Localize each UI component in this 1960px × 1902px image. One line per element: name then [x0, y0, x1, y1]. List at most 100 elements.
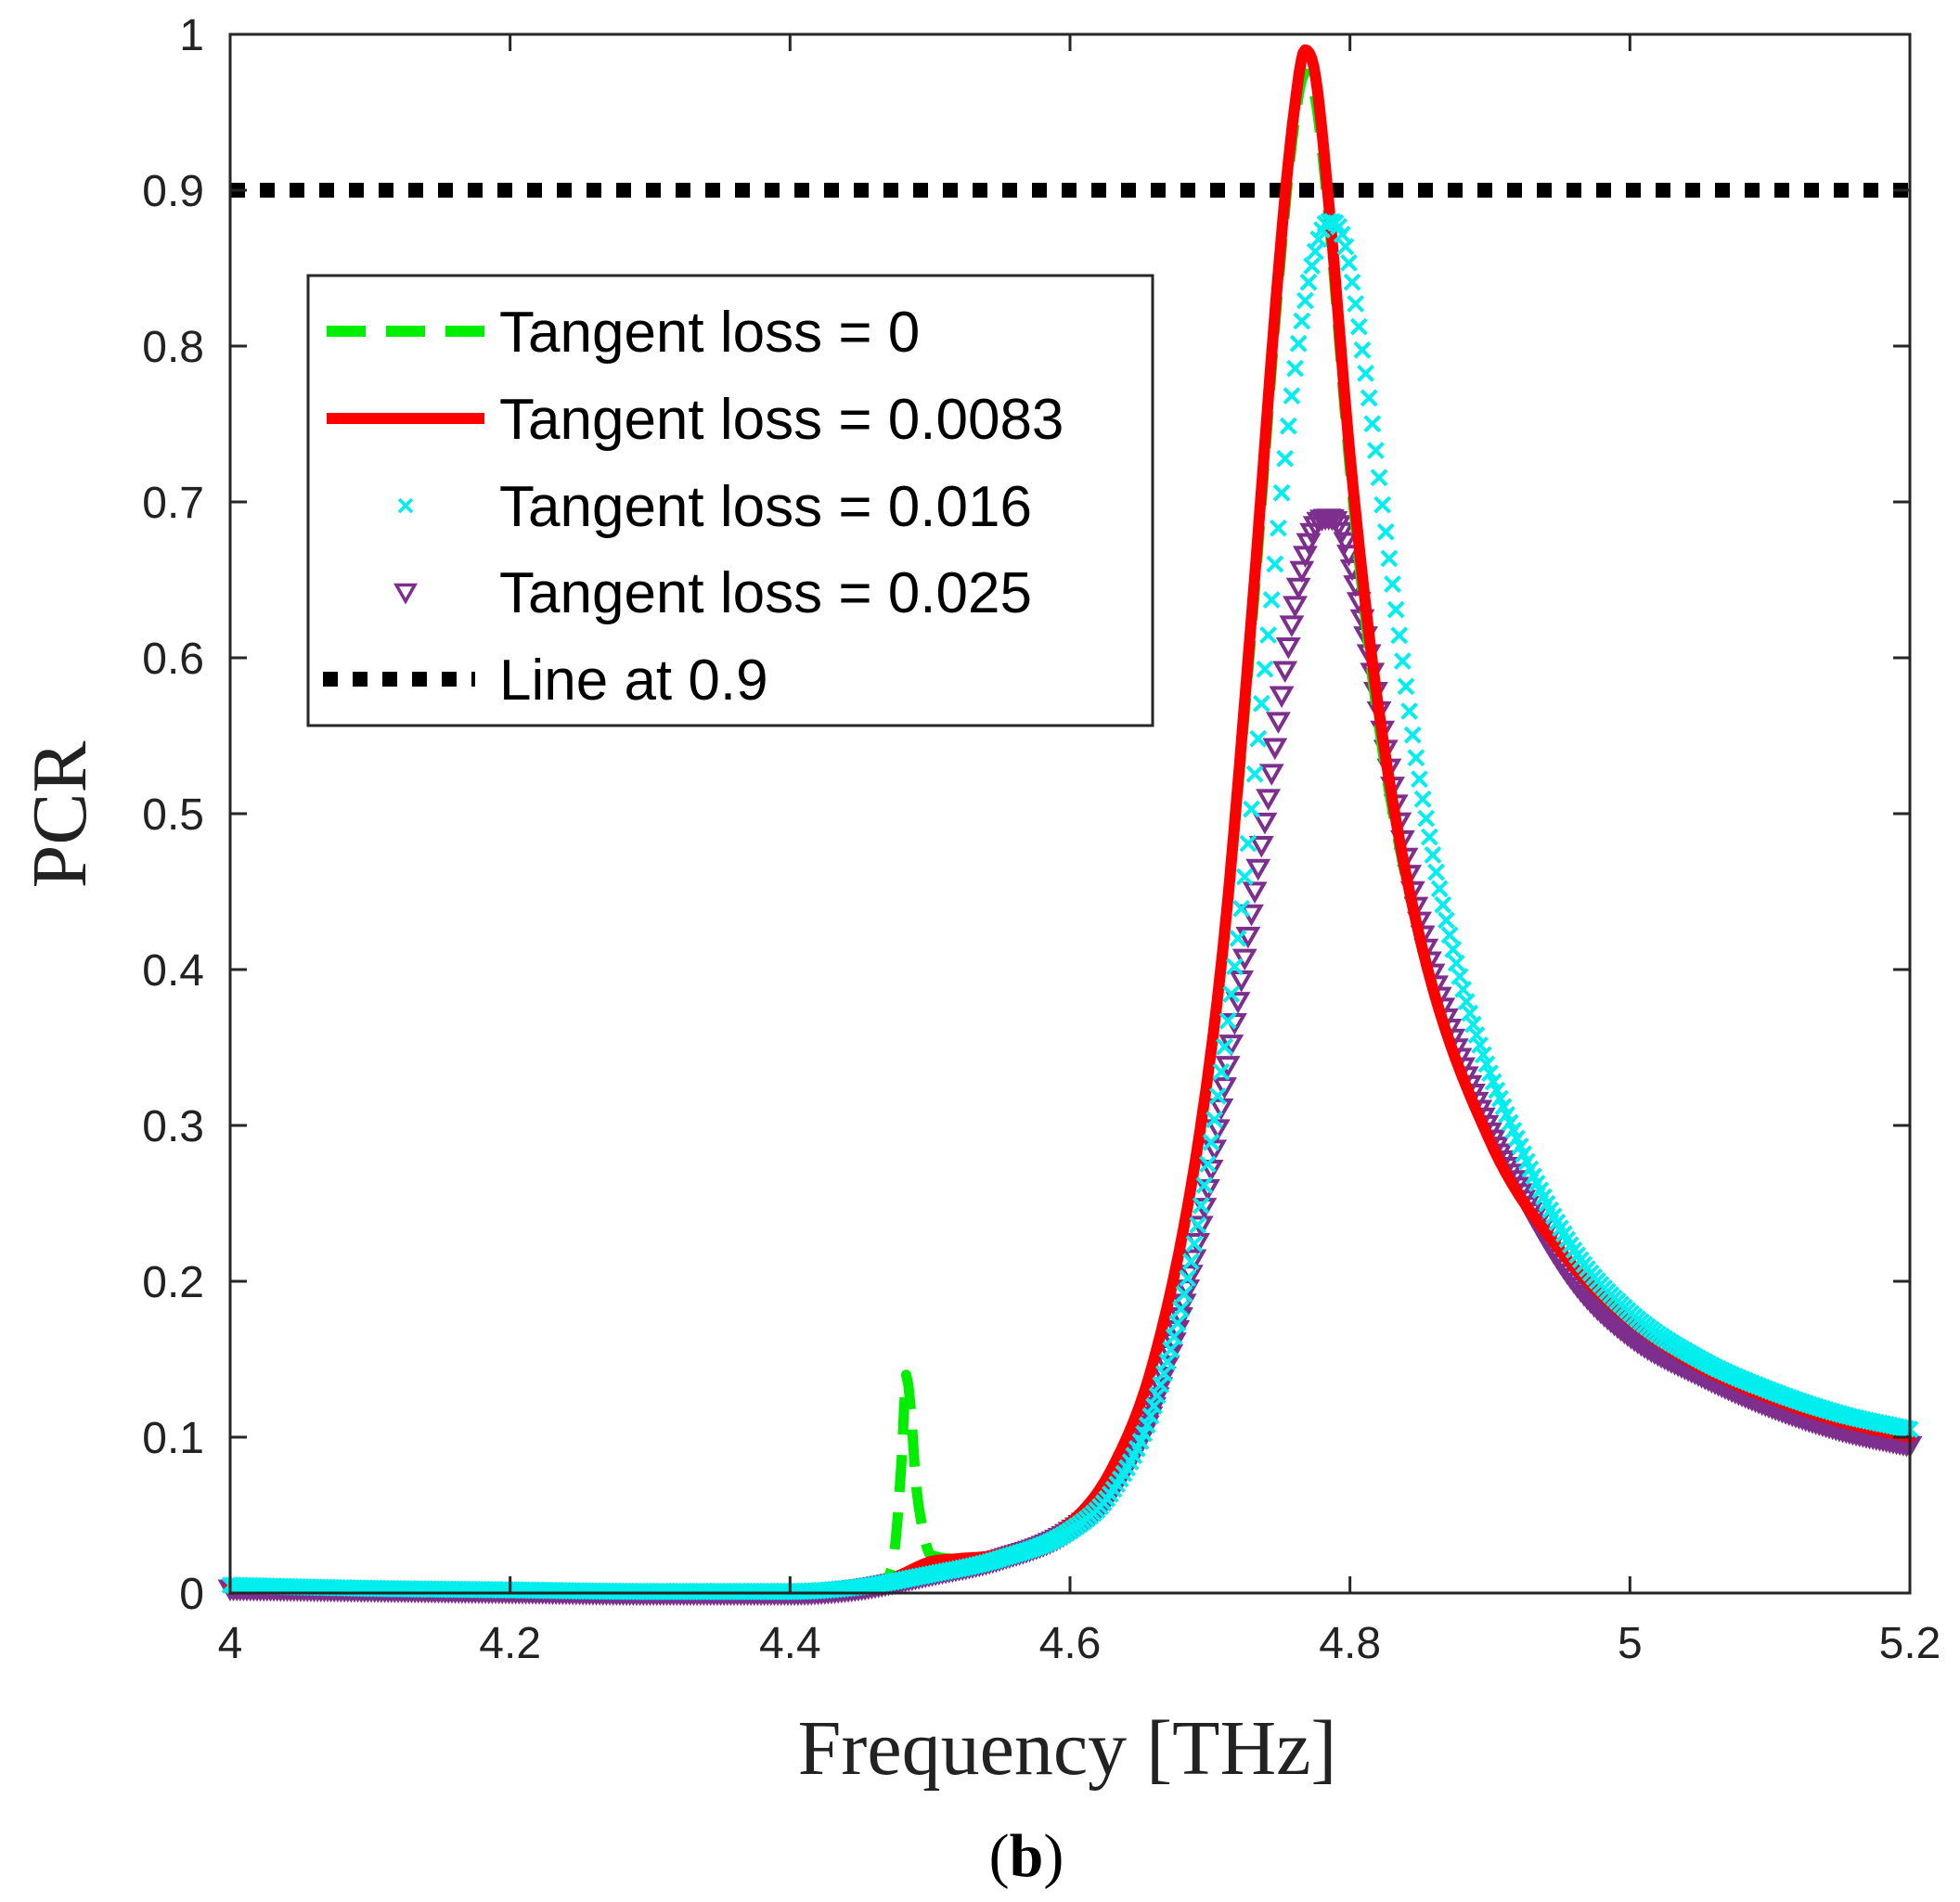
x-marker — [1336, 238, 1355, 256]
x-marker — [1212, 1062, 1231, 1081]
x-marker — [1252, 694, 1270, 713]
legend-label: Tangent loss = 0.016 — [499, 475, 1032, 539]
triangle-marker — [1245, 858, 1271, 881]
x-marker — [1235, 867, 1254, 886]
x-marker — [1411, 770, 1428, 789]
x-marker — [1467, 1026, 1486, 1044]
legend-label: Tangent loss = 0.025 — [499, 561, 1032, 625]
x-marker — [1457, 993, 1476, 1010]
y-tick-label: 0.1 — [142, 1414, 204, 1463]
x-marker — [1141, 1407, 1160, 1425]
x-marker — [1245, 765, 1264, 783]
x-marker — [1427, 863, 1445, 881]
x-marker — [1386, 600, 1405, 619]
x-marker — [1340, 253, 1358, 272]
x-marker — [1360, 389, 1378, 407]
x-marker — [1306, 242, 1324, 261]
legend-label: Line at 0.9 — [499, 649, 768, 713]
axis-ticks — [228, 32, 1912, 1595]
x-marker — [1434, 895, 1452, 914]
x-tick-labels: 4 4.2 4.4 4.6 4.8 5 5.2 — [218, 1619, 1941, 1668]
triangle-marker — [1333, 532, 1359, 555]
triangle-marker — [1256, 789, 1282, 811]
x-marker — [1309, 230, 1328, 249]
x-marker — [1232, 899, 1251, 918]
x-marker — [1373, 495, 1392, 514]
x-marker — [1397, 677, 1415, 696]
x-marker — [1343, 273, 1361, 291]
x-marker — [1289, 334, 1308, 353]
triangle-marker — [1242, 881, 1268, 904]
y-tick-label: 0.4 — [142, 946, 204, 996]
x-tick-label: 4.2 — [479, 1619, 541, 1668]
panel-label: (b) — [989, 1822, 1064, 1890]
legend-item-line-at-0-9: Line at 0.9 — [323, 649, 768, 713]
x-marker — [1363, 415, 1382, 433]
triangle-marker — [1175, 1279, 1201, 1302]
x-marker — [1464, 1015, 1482, 1034]
y-tick-label: 0.3 — [142, 1102, 204, 1151]
x-marker — [1262, 591, 1281, 609]
x-marker — [1256, 660, 1274, 678]
x-marker — [1165, 1328, 1183, 1346]
y-tick-label: 1 — [179, 11, 204, 60]
x-marker — [1471, 1036, 1489, 1054]
legend-box — [306, 274, 1154, 727]
x-marker — [1206, 1111, 1224, 1129]
x-marker — [1192, 1196, 1210, 1214]
legend-item-tangent-loss-0: Tangent loss = 0 — [327, 301, 920, 365]
x-marker — [1179, 1269, 1197, 1288]
x-marker — [1438, 911, 1455, 930]
y-tick-label: 0 — [179, 1570, 204, 1619]
triangle-marker — [1262, 738, 1288, 761]
x-marker — [1380, 549, 1399, 568]
x-marker — [1239, 834, 1257, 853]
triangle-marker — [1252, 812, 1278, 835]
x-marker — [1303, 257, 1322, 275]
x-marker — [1417, 809, 1436, 828]
x-marker — [1202, 1133, 1220, 1151]
x-marker — [1185, 1235, 1204, 1253]
x-marker — [1195, 1176, 1214, 1194]
triangle-marker — [1265, 712, 1291, 734]
x-marker — [1286, 359, 1304, 378]
x-marker — [1145, 1396, 1163, 1415]
y-tick-label: 0.9 — [142, 167, 204, 216]
x-tick-label: 5 — [1618, 1619, 1643, 1668]
triangle-marker — [1202, 1139, 1228, 1162]
x-marker — [1175, 1285, 1193, 1304]
y-tick-label: 0.6 — [142, 635, 204, 684]
triangle-marker — [1235, 926, 1261, 949]
x-tick-label: 4 — [218, 1619, 243, 1668]
x-marker — [1266, 555, 1284, 573]
x-marker — [1279, 417, 1297, 435]
x-marker — [1390, 626, 1409, 645]
x-marker — [1229, 929, 1247, 947]
x-marker — [1420, 828, 1438, 846]
triangle-marker — [1285, 577, 1311, 600]
x-marker — [1376, 522, 1395, 541]
x-marker — [1353, 341, 1372, 359]
triangle-marker — [1279, 615, 1305, 637]
x-marker — [1454, 980, 1472, 998]
x-marker — [1430, 880, 1449, 898]
legend-label: Tangent loss = 0 — [499, 301, 920, 365]
x-marker — [1370, 469, 1388, 487]
x-marker — [1225, 957, 1244, 976]
x-tick-label: 4.8 — [1319, 1619, 1381, 1668]
x-marker — [1172, 1300, 1190, 1318]
x-marker — [1168, 1314, 1187, 1332]
x-marker — [1393, 652, 1412, 670]
legend-swatch-triangle-marker — [393, 583, 419, 605]
x-marker — [1440, 926, 1459, 945]
x-marker — [1367, 442, 1385, 459]
y-tick-label: 0.5 — [142, 790, 204, 840]
x-marker — [1357, 365, 1374, 382]
x-marker — [1276, 449, 1295, 468]
x-marker — [1444, 940, 1463, 958]
x-marker — [1219, 1011, 1237, 1030]
x-marker — [1424, 846, 1442, 864]
x-marker — [1270, 519, 1287, 537]
x-marker — [1216, 1037, 1233, 1056]
